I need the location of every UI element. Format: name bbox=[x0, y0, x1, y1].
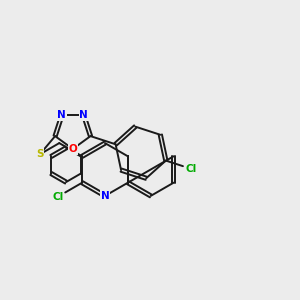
Text: N: N bbox=[58, 110, 66, 120]
Text: S: S bbox=[36, 149, 44, 159]
Text: N: N bbox=[80, 110, 88, 120]
Text: N: N bbox=[100, 191, 109, 201]
Text: O: O bbox=[68, 144, 77, 154]
Text: Cl: Cl bbox=[186, 164, 197, 174]
Text: Cl: Cl bbox=[52, 192, 64, 202]
